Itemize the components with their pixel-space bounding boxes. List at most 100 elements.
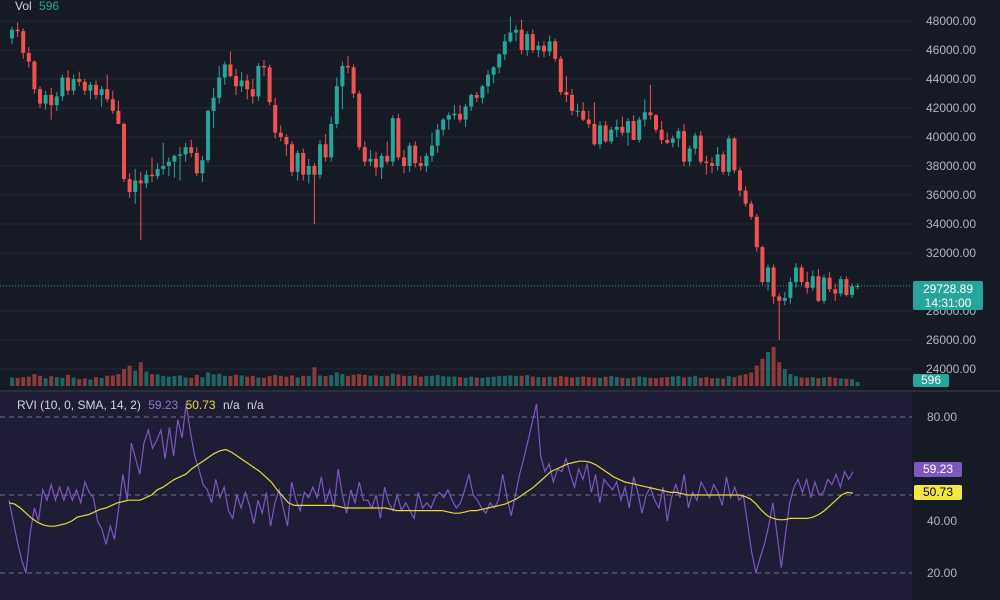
candle-body: [810, 276, 815, 288]
rvi-pane-background: [0, 392, 912, 600]
candle-body: [598, 125, 602, 145]
candle-body: [609, 129, 614, 142]
candle-body: [362, 147, 367, 162]
volume-bar: [749, 372, 754, 386]
volume-bar: [771, 346, 776, 386]
candle-body: [161, 166, 166, 169]
volume-bar: [166, 376, 171, 386]
volume-bar: [32, 374, 37, 386]
volume-bar: [738, 375, 742, 386]
volume-bar: [805, 377, 810, 386]
candle-body: [60, 77, 65, 97]
price-tick-label: 46000.00: [926, 43, 976, 57]
volume-bar: [743, 374, 748, 386]
price-tick-label: 40000.00: [926, 130, 976, 144]
candle-body: [469, 94, 474, 107]
volume-bar: [323, 376, 328, 386]
volume-legend[interactable]: Vol 596: [15, 0, 63, 13]
volume-bar: [122, 369, 126, 386]
volume-bar: [306, 376, 311, 386]
volume-bar: [497, 376, 502, 386]
volume-bar: [553, 377, 558, 386]
candle-body: [827, 277, 832, 290]
candle-body: [502, 41, 507, 55]
candle-body: [514, 29, 518, 33]
candle-body: [642, 112, 647, 120]
candle-body: [54, 96, 59, 106]
price-tick-label: 32000.00: [926, 246, 976, 260]
rvi-tick-label: 80.00: [927, 410, 957, 424]
volume-bar: [82, 378, 87, 386]
volume-bar: [721, 378, 726, 386]
candle-body: [357, 93, 362, 148]
candle-body: [94, 84, 98, 95]
candle-body: [88, 84, 93, 91]
price-axis[interactable]: 24000.0026000.0028000.0032000.0034000.00…: [926, 14, 976, 376]
volume-bar: [766, 352, 770, 386]
candle-body: [749, 203, 754, 217]
candle-body: [670, 138, 675, 143]
candle-body: [570, 94, 574, 111]
volume-bar: [144, 371, 149, 386]
candle-body: [536, 45, 541, 50]
volume-bar: [458, 377, 462, 386]
volume-bar: [726, 376, 731, 386]
volume-bar: [110, 375, 115, 386]
candle-body: [239, 80, 244, 87]
volume-bar: [21, 377, 26, 386]
candle-body: [441, 119, 446, 130]
rvi-axis[interactable]: 20.00 40.00 80.00: [927, 410, 957, 580]
volume-bar: [362, 374, 367, 386]
candle-body: [430, 145, 434, 156]
candle-body: [592, 123, 597, 145]
candle-body: [250, 89, 255, 97]
volume-bar: [10, 377, 14, 386]
candle-body: [844, 279, 849, 296]
rvi-legend-value: 59.23: [148, 398, 179, 412]
candle-body: [334, 86, 339, 124]
candle-body: [726, 138, 731, 172]
volume-bar: [530, 376, 535, 386]
candle-body: [49, 94, 54, 106]
volume-bar: [542, 377, 546, 386]
volume-bar: [519, 375, 524, 386]
volume-bar: [827, 376, 832, 386]
candle-body: [525, 34, 530, 50]
last-price-tag[interactable]: 29728.89 14:31:00: [913, 281, 983, 310]
volume-bar: [693, 375, 698, 386]
rvi-ma-legend-value: 50.73: [185, 398, 216, 412]
volume-bar: [609, 376, 614, 386]
candle-body: [637, 119, 642, 140]
candle-body: [547, 41, 552, 52]
candle-body: [654, 115, 658, 130]
volume-bar: [172, 376, 177, 386]
price-tick-label: 48000.00: [926, 14, 976, 28]
volume-bar: [642, 377, 647, 386]
candle-body: [648, 112, 653, 116]
volume-bar: [418, 376, 423, 386]
candle-body: [15, 29, 20, 32]
rvi-legend[interactable]: RVI (10, 0, SMA, 14, 2) 59.23 50.73 n/a …: [17, 398, 268, 412]
candle-body: [413, 145, 418, 164]
candle-body: [822, 277, 826, 301]
candle-body: [133, 180, 138, 193]
price-tick-label: 44000.00: [926, 72, 976, 86]
volume-bar: [592, 377, 597, 386]
candle-body: [99, 89, 104, 95]
candle-body: [396, 118, 401, 158]
candle-body: [721, 154, 726, 172]
volume-bar: [794, 376, 798, 386]
candle-body: [659, 129, 664, 140]
candle-body: [82, 81, 87, 91]
candle-body: [833, 289, 838, 294]
volume-bar: [670, 376, 675, 386]
volume-bar: [88, 379, 93, 386]
volume-bar: [626, 378, 630, 386]
volume-bar: [368, 375, 373, 386]
candle-body: [38, 89, 42, 104]
candle-body: [295, 152, 300, 172]
volume-bar: [351, 374, 356, 386]
candle-body: [368, 158, 373, 162]
candle-body: [66, 77, 70, 91]
volume-bar: [850, 379, 854, 386]
